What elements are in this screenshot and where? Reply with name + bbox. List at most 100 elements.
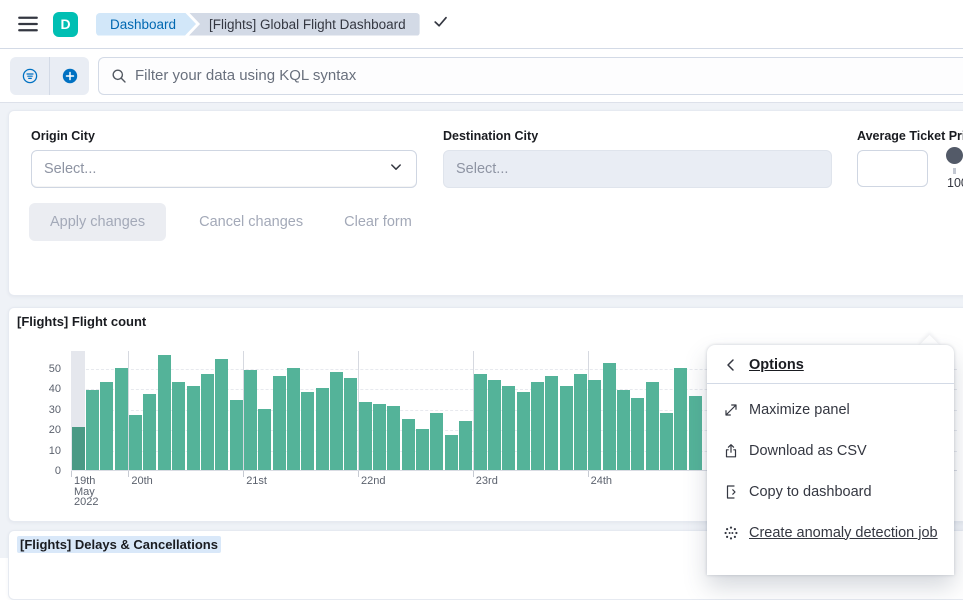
top-header: D Dashboard [Flights] Global Flight Dash… [0,0,963,49]
flight-count-bar[interactable] [143,394,157,470]
delays-panel-title[interactable]: [Flights] Delays & Cancellations [17,536,221,553]
price-slider-min-label: 100 [947,176,963,190]
flight-count-bar[interactable] [186,385,200,470]
menu-item-download-csv[interactable]: Download as CSV [707,430,954,471]
options-back-header[interactable]: Options [707,345,954,383]
destination-city-placeholder: Select... [456,161,509,177]
flight-count-bar[interactable] [559,385,573,470]
flight-count-bar[interactable] [416,429,430,470]
flight-count-bar[interactable] [459,420,473,470]
flight-count-bar[interactable] [315,388,329,470]
clear-form-button[interactable]: Clear form [344,214,412,230]
menu-item-label: Maximize panel [749,401,850,418]
saved-queries-icon[interactable] [10,57,49,95]
highlighted-title-text: [Flights] Delays & Cancellations [17,536,221,553]
flight-count-bar[interactable] [200,373,214,470]
flight-count-bar[interactable] [286,367,300,470]
flight-count-plot [71,351,957,477]
export-icon [725,443,737,457]
flight-count-bar[interactable] [688,396,702,470]
flight-count-bar[interactable] [674,367,688,470]
flight-count-bar[interactable] [617,390,630,470]
flight-count-bar[interactable] [344,377,358,470]
flight-count-bar[interactable] [114,367,128,470]
flight-count-bar[interactable] [631,398,645,470]
kql-search-box[interactable] [98,56,963,95]
check-icon[interactable] [432,13,449,35]
day-gridline [472,351,474,471]
y-tick-label: 50 [48,362,61,375]
flight-count-bar[interactable] [86,390,100,470]
flight-count-bar[interactable] [545,375,559,470]
destination-city-select[interactable]: Select... [443,150,832,188]
slider-tick [953,168,956,174]
flight-count-bar[interactable] [330,371,343,470]
flight-count-bar[interactable] [172,381,186,470]
flight-count-bar[interactable] [272,375,286,470]
x-tick-label: 19th May 2022 [74,475,99,508]
maximize-icon [725,403,737,416]
flight-count-bar[interactable] [645,381,659,470]
breadcrumb-dashboard[interactable]: Dashboard [96,13,196,36]
y-tick-label: 40 [48,383,61,395]
flight-count-bar[interactable] [71,426,85,470]
flight-count-bar[interactable] [157,355,171,470]
flight-count-bar[interactable] [243,369,257,470]
average-ticket-price-input[interactable] [857,150,928,187]
menu-item-create-anomaly-job[interactable]: Create anomaly detection job [707,512,954,553]
controls-form-panel: Origin City Select... Destination City S… [8,110,963,296]
flight-count-bar[interactable] [516,392,530,470]
flight-count-bar[interactable] [387,406,401,470]
flight-count-panel-title[interactable]: [Flights] Flight count [17,314,147,329]
flight-count-bar[interactable] [588,379,602,470]
gridline [71,368,957,370]
copy-icon [726,484,736,499]
origin-city-placeholder: Select... [44,161,97,177]
kql-search-input[interactable] [135,67,963,84]
flight-count-bar[interactable] [129,414,143,470]
flight-count-bar[interactable] [100,381,114,470]
flight-count-bar[interactable] [430,412,444,470]
flight-count-bar[interactable] [401,418,415,470]
flight-count-bar[interactable] [660,412,674,470]
flight-count-bar[interactable] [530,381,544,470]
destination-city-label: Destination City [443,129,539,143]
day-tick [587,471,589,477]
flight-count-bar[interactable] [444,435,458,470]
search-icon [112,69,126,83]
query-bar [0,49,963,103]
x-tick-label: 20th [131,475,153,487]
apply-changes-button[interactable]: Apply changes [29,203,167,241]
chevron-down-icon [388,159,404,179]
breadcrumb: Dashboard [Flights] Global Flight Dashbo… [96,12,420,36]
flight-count-chart: 0 10 20 30 40 50 19th May 2022 20th 21st 22nd 23r… [9,308,963,521]
flight-count-bar[interactable] [215,359,229,470]
day-tick [358,471,359,477]
flight-count-bar[interactable] [473,373,487,470]
flight-count-bar[interactable] [229,400,243,470]
flight-count-bar[interactable] [301,392,315,470]
x-tick-label: 22nd [361,475,386,487]
y-tick-label: 20 [48,424,61,436]
flight-count-bar[interactable] [487,379,501,470]
cancel-changes-button[interactable]: Cancel changes [199,214,304,230]
price-slider-thumb[interactable] [946,147,963,164]
menu-item-copy-to-dashboard[interactable]: Copy to dashboard [707,471,954,512]
flight-count-bar[interactable] [602,363,616,470]
day-tick [472,471,474,477]
y-tick-label: 10 [48,444,61,457]
options-title: Options [749,357,804,373]
flight-count-bar[interactable] [358,402,372,470]
origin-city-select[interactable]: Select... [31,150,417,188]
y-tick-label: 0 [54,465,61,477]
flight-count-bar[interactable] [502,385,516,470]
flight-count-bar[interactable] [573,373,587,470]
add-filter-icon[interactable] [50,57,89,95]
origin-city-label: Origin City [31,129,95,143]
menu-item-maximize-panel[interactable]: Maximize panel [707,389,954,430]
menu-hamburger-icon[interactable] [16,12,40,36]
flight-count-bar[interactable] [258,408,272,470]
y-tick-label: 30 [48,403,61,416]
space-avatar[interactable]: D [53,11,78,37]
flight-count-bar[interactable] [373,404,387,470]
